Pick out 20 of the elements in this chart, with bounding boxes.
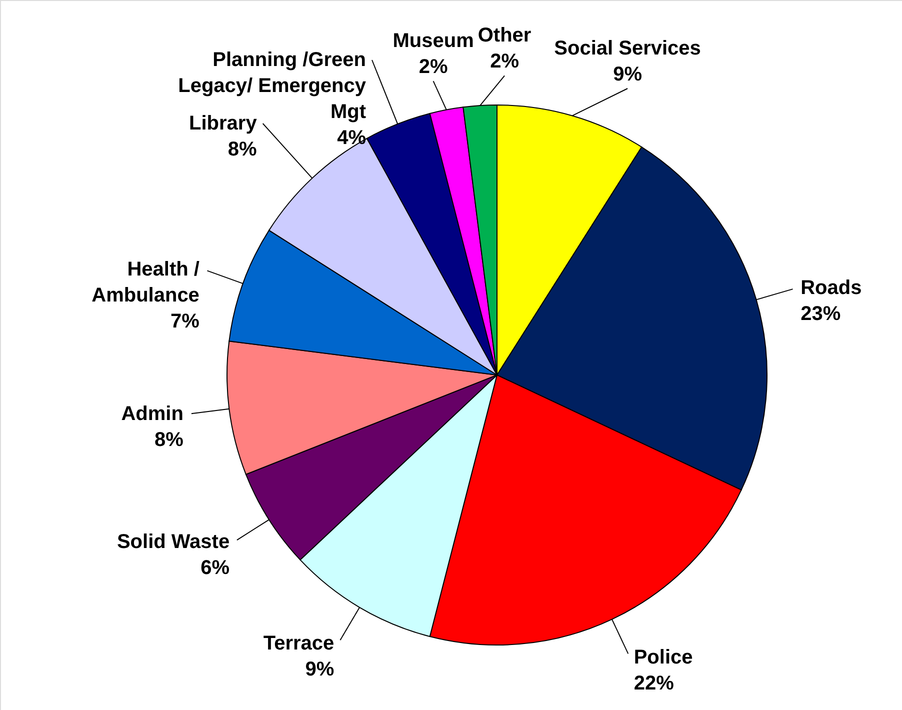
slice-label: Terrace — [263, 632, 334, 655]
slice-label: Admin — [121, 403, 184, 426]
slice-label: Museum — [392, 30, 474, 52]
slice-label: Social Services — [554, 38, 701, 60]
data-label: 2% — [490, 50, 520, 73]
data-label: 6% — [200, 557, 230, 580]
data-label: 23% — [800, 302, 841, 325]
slice-label: Roads — [800, 276, 862, 299]
slice-label: Police — [634, 646, 693, 668]
data-label: 7% — [170, 310, 200, 332]
data-label: 9% — [305, 658, 334, 681]
data-label: 22% — [634, 672, 674, 694]
slice-label: Other — [478, 24, 532, 47]
data-label: 9% — [613, 64, 642, 86]
slice-label: Health / Ambulance — [92, 258, 200, 306]
data-label: 8% — [154, 429, 184, 452]
slice-label: Solid Waste — [116, 531, 230, 554]
data-label: 2% — [418, 56, 448, 78]
data-label: 8% — [228, 138, 258, 161]
data-label: 4% — [337, 127, 366, 149]
